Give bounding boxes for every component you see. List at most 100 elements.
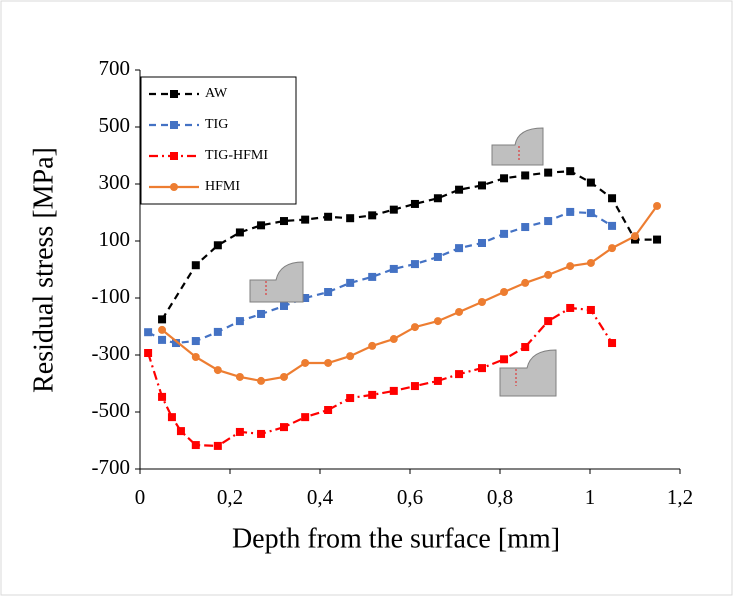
marker [521, 278, 530, 287]
marker [158, 315, 167, 324]
marker [346, 394, 355, 403]
marker [301, 358, 310, 367]
marker [368, 390, 377, 399]
marker [158, 325, 167, 334]
marker [144, 349, 153, 358]
marker [257, 221, 266, 230]
marker [544, 168, 553, 177]
marker [213, 441, 222, 450]
marker [324, 406, 333, 415]
legend-marker [170, 90, 178, 98]
y-tick-label: 700 [99, 56, 131, 80]
marker [500, 229, 509, 238]
weld-inset [249, 261, 304, 303]
marker [172, 339, 180, 348]
weld-inset [491, 127, 544, 166]
marker [389, 264, 398, 273]
legend-marker [170, 121, 178, 129]
marker [346, 278, 355, 287]
marker [521, 223, 530, 232]
marker [368, 272, 377, 281]
legend-label: TIG-HFMI [205, 148, 268, 163]
series-line [147, 210, 613, 345]
marker [301, 215, 310, 224]
marker [521, 343, 530, 352]
y-tick-label: 300 [99, 170, 131, 194]
marker [566, 262, 575, 271]
y-tick-label: 500 [99, 113, 131, 137]
marker [433, 376, 442, 385]
x-tick-label: 0,8 [487, 485, 513, 509]
legend-label: AW [205, 86, 228, 101]
marker [346, 214, 355, 223]
marker [144, 328, 153, 337]
marker [280, 217, 288, 226]
marker [158, 335, 167, 344]
marker [433, 317, 442, 326]
marker [213, 327, 222, 336]
marker [191, 441, 200, 450]
marker [521, 171, 530, 180]
x-tick-label: 0,2 [217, 485, 243, 509]
marker [389, 205, 398, 214]
x-tick-label: 1 [585, 485, 596, 509]
marker [478, 364, 486, 373]
marker [389, 335, 398, 344]
marker [455, 370, 464, 379]
marker [608, 244, 617, 253]
marker [213, 241, 222, 250]
plot-area: -700 -500 -300 -100 100 300 500 700 0 0,2 0,4 0,6 0,… [92, 56, 694, 509]
marker [455, 185, 464, 194]
marker [410, 382, 419, 391]
x-axis-title: Depth from the surface [mm] [232, 523, 560, 554]
series-line [161, 170, 657, 320]
x-tick-label: 0,6 [397, 485, 423, 509]
marker [191, 337, 200, 346]
marker [235, 427, 244, 436]
marker [301, 413, 310, 422]
marker [544, 217, 553, 226]
marker [235, 228, 244, 237]
marker [544, 317, 553, 326]
legend-box [140, 76, 297, 205]
marker [410, 199, 419, 208]
marker [191, 352, 200, 361]
legend-label: HFMI [205, 179, 240, 194]
marker [257, 429, 266, 438]
marker [257, 309, 266, 318]
marker [176, 427, 185, 436]
marker [433, 194, 442, 203]
x-tick-label: 0 [135, 485, 146, 509]
marker [368, 211, 377, 220]
marker [566, 303, 575, 312]
marker [410, 323, 419, 332]
marker [586, 209, 595, 218]
marker [257, 376, 266, 385]
marker [586, 305, 595, 314]
marker [213, 366, 222, 375]
insets [249, 127, 557, 397]
marker [410, 260, 419, 269]
marker [478, 238, 486, 247]
marker [280, 423, 288, 432]
legend-label: TIG [205, 117, 228, 132]
marker [544, 270, 553, 279]
marker [653, 235, 662, 244]
marker [608, 221, 617, 230]
marker [433, 252, 442, 261]
marker [478, 181, 486, 190]
x-tick-label: 1,2 [667, 485, 693, 509]
legend: AW TIG TIG-HFMI HFMI [140, 76, 297, 205]
marker [301, 294, 310, 302]
marker [500, 355, 509, 364]
marker [631, 232, 639, 241]
marker [500, 288, 509, 297]
marker [191, 261, 200, 270]
marker [608, 339, 617, 348]
weld-inset [499, 349, 557, 397]
legend-marker [170, 183, 178, 191]
marker [324, 212, 333, 221]
legend-marker [170, 152, 178, 160]
marker [280, 301, 288, 310]
